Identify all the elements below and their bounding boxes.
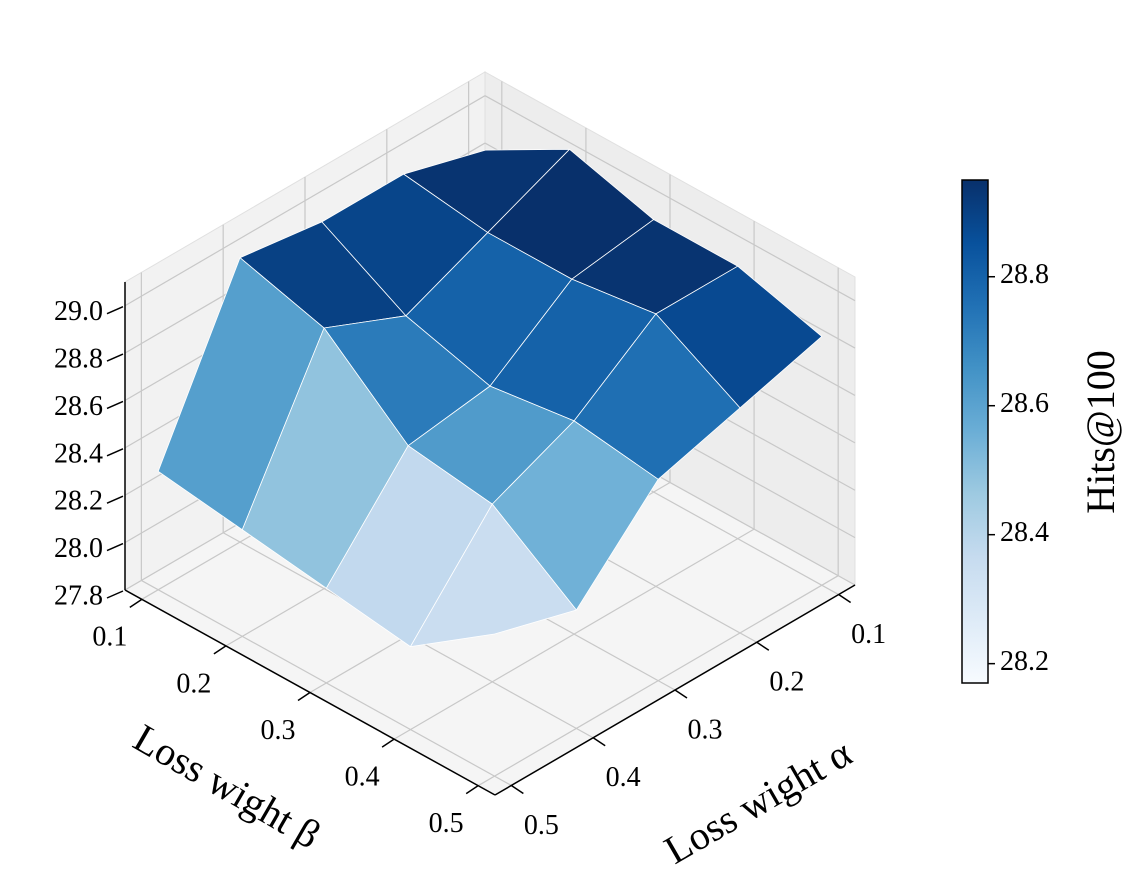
z-tick-label: 28.0 xyxy=(54,533,103,564)
x-axis-label: Loss wight α xyxy=(657,730,859,873)
colorbar-tick-label: 28.2 xyxy=(1000,646,1049,677)
z-tick-label: 29.0 xyxy=(54,296,103,327)
x-tick xyxy=(510,784,524,795)
z-tick xyxy=(106,306,124,315)
colorbar xyxy=(961,179,989,684)
y-tick xyxy=(129,598,143,608)
z-tick xyxy=(106,400,124,410)
z-tick-label: 28.4 xyxy=(54,438,103,469)
y-tick xyxy=(213,645,227,655)
z-tick-label: 28.2 xyxy=(54,486,103,517)
z-tick-label: 28.8 xyxy=(54,343,103,374)
y-axis-label: Loss wight β xyxy=(126,715,328,858)
colorbar-tick-label: 28.6 xyxy=(1000,388,1049,419)
grid-line xyxy=(477,575,839,787)
colorbar-tick-label: 28.4 xyxy=(1000,517,1049,548)
z-tick-label: 27.8 xyxy=(54,580,103,611)
x-tick xyxy=(674,689,688,699)
y-tick-label: 0.2 xyxy=(176,668,211,699)
y-tick-label: 0.4 xyxy=(345,762,380,793)
grid-line xyxy=(393,528,755,740)
z-tick xyxy=(106,353,124,362)
x-tick xyxy=(756,641,770,651)
z-tick xyxy=(106,542,124,552)
colorbar-label: Hits@100 xyxy=(1078,350,1123,514)
x-tick-label: 0.4 xyxy=(606,762,641,793)
x-tick xyxy=(838,593,852,604)
x-tick-label: 0.2 xyxy=(769,667,804,698)
x-tick-label: 0.1 xyxy=(851,619,886,650)
y-tick xyxy=(381,738,395,748)
z-tick xyxy=(106,495,124,504)
surface-face xyxy=(410,503,577,648)
x-tick xyxy=(592,737,606,747)
z-tick-label: 28.6 xyxy=(54,391,103,422)
y-tick xyxy=(297,691,311,702)
colorbar-tick-label: 28.8 xyxy=(1000,259,1049,290)
x-tick-label: 0.5 xyxy=(524,810,559,841)
y-tick-label: 0.3 xyxy=(261,715,296,746)
x-tick-label: 0.3 xyxy=(688,714,723,745)
z-tick xyxy=(106,590,124,599)
y-tick-label: 0.5 xyxy=(429,808,464,839)
z-tick xyxy=(106,448,124,457)
y-tick xyxy=(465,785,479,795)
grid-line xyxy=(124,95,486,307)
y-tick-label: 0.1 xyxy=(92,622,127,653)
grid-line xyxy=(484,95,856,302)
